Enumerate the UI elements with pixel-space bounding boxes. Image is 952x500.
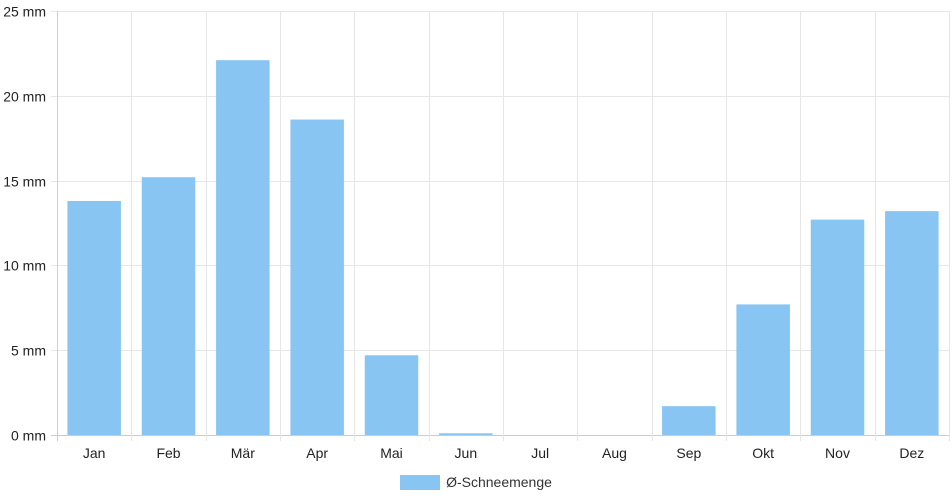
- x-tick-label: Mär: [231, 445, 255, 461]
- x-tick-label: Okt: [752, 445, 774, 461]
- bar-mai[interactable]: [364, 355, 419, 435]
- y-tick-label: 5 mm: [11, 343, 46, 359]
- bar-nov[interactable]: [810, 219, 865, 435]
- bar-dez[interactable]: [885, 211, 939, 435]
- x-tick-label: Jan: [83, 445, 106, 461]
- y-axis-ticks: 0 mm 5 mm 10 mm 15 mm 20 mm 25 mm: [3, 4, 46, 444]
- legend[interactable]: Ø-Schneemenge: [0, 470, 952, 494]
- bar-apr[interactable]: [290, 119, 344, 435]
- x-tick-label: Jun: [455, 445, 478, 461]
- bar-jan[interactable]: [67, 200, 121, 435]
- x-tick-label: Feb: [156, 445, 180, 461]
- x-tick-label: Apr: [306, 445, 328, 461]
- x-tick-label: Aug: [602, 445, 627, 461]
- legend-label: Ø-Schneemenge: [446, 474, 552, 490]
- x-tick-label: Mai: [380, 445, 403, 461]
- bar-mär[interactable]: [216, 60, 270, 436]
- x-tick-label: Sep: [676, 445, 701, 461]
- x-tick-label: Dez: [899, 445, 924, 461]
- x-axis-ticks: Jan Feb Mär Apr Mai Jun Jul Aug Sep Okt Nov Dez: [83, 445, 924, 461]
- y-tick-label: 15 mm: [3, 174, 46, 190]
- y-tick-label: 10 mm: [3, 258, 46, 274]
- bar-sep[interactable]: [662, 406, 716, 435]
- bar-feb[interactable]: [141, 177, 196, 435]
- y-tick-label: 0 mm: [11, 428, 46, 444]
- bar-jun[interactable]: [439, 433, 493, 435]
- bar-okt[interactable]: [736, 304, 790, 435]
- legend-swatch: [400, 474, 441, 490]
- grid-lines: [51, 11, 950, 441]
- y-tick-label: 25 mm: [3, 4, 46, 20]
- x-tick-label: Jul: [531, 445, 549, 461]
- y-tick-label: 20 mm: [3, 89, 46, 105]
- bars: [67, 60, 939, 436]
- x-tick-label: Nov: [825, 445, 850, 461]
